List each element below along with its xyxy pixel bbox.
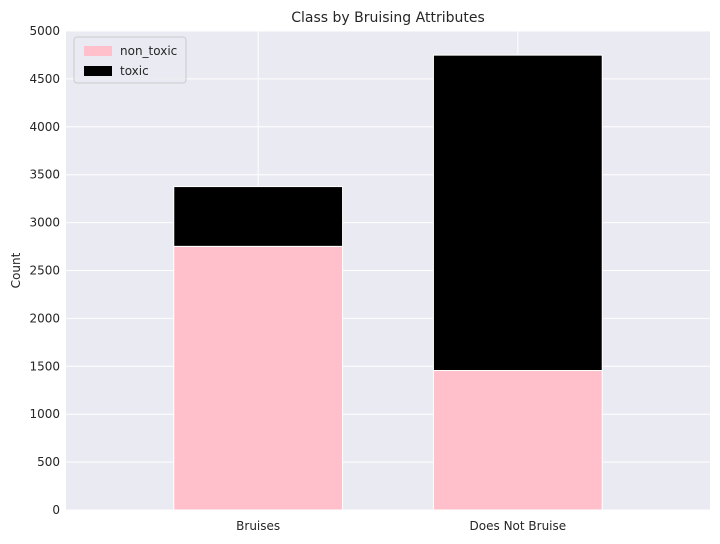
legend-label-non_toxic: non_toxic [120, 44, 177, 58]
y-axis-label: Count [9, 252, 23, 288]
legend-swatch-non_toxic [84, 46, 112, 56]
y-tick-label: 0 [52, 503, 60, 517]
y-tick-label: 4000 [29, 120, 60, 134]
y-tick-label: 2500 [29, 264, 60, 278]
bar-toxic-0 [173, 186, 344, 247]
x-tick-label: Bruises [236, 519, 280, 533]
y-tick-label: 1000 [29, 407, 60, 421]
x-axis-ticks: Bruises Does Not Bruise [236, 519, 566, 533]
y-tick-label: 500 [37, 455, 60, 469]
legend-label-toxic: toxic [120, 64, 149, 78]
y-tick-label: 2000 [29, 311, 60, 325]
y-axis-ticks: 0 500 1000 1500 2000 2500 3000 3500 4000 4500 5000 [29, 24, 60, 517]
y-tick-label: 5000 [29, 24, 60, 38]
y-tick-label: 4500 [29, 72, 60, 86]
y-tick-label: 3000 [29, 216, 60, 230]
x-tick-label: Does Not Bruise [470, 519, 567, 533]
y-tick-label: 3500 [29, 168, 60, 182]
bars [173, 54, 603, 511]
bar-non_toxic-0 [173, 245, 344, 511]
legend-swatch-toxic [84, 66, 112, 76]
chart-title: Class by Bruising Attributes [291, 10, 485, 26]
bar-non_toxic-1 [432, 370, 603, 511]
bar-toxic-1 [432, 54, 603, 372]
y-tick-label: 1500 [29, 359, 60, 373]
